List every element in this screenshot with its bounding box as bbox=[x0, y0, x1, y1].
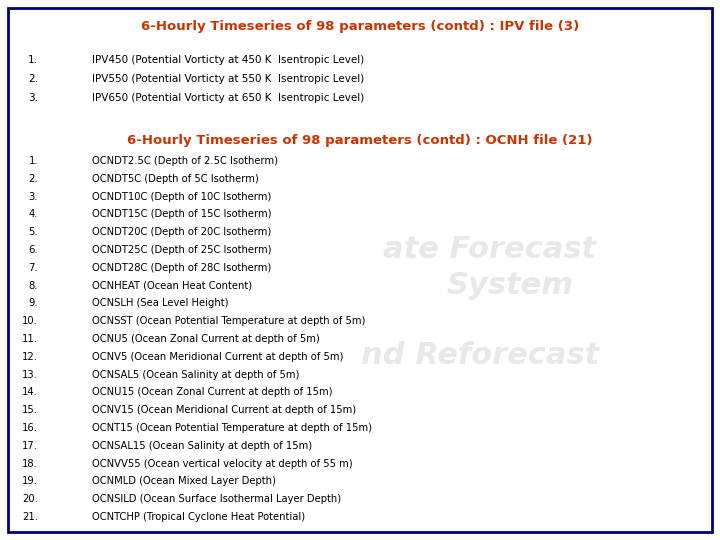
Text: 6-Hourly Timeseries of 98 parameters (contd) : OCNH file (21): 6-Hourly Timeseries of 98 parameters (co… bbox=[127, 134, 593, 147]
Text: OCNV15 (Ocean Meridional Current at depth of 15m): OCNV15 (Ocean Meridional Current at dept… bbox=[92, 405, 356, 415]
Text: OCNDT15C (Depth of 15C Isotherm): OCNDT15C (Depth of 15C Isotherm) bbox=[92, 210, 271, 219]
Text: ate Forecast: ate Forecast bbox=[384, 235, 597, 265]
Text: 14.: 14. bbox=[22, 387, 38, 397]
Text: 11.: 11. bbox=[22, 334, 38, 344]
Text: OCNDT5C (Depth of 5C Isotherm): OCNDT5C (Depth of 5C Isotherm) bbox=[92, 174, 258, 184]
Text: OCNTCHP (Tropical Cyclone Heat Potential): OCNTCHP (Tropical Cyclone Heat Potential… bbox=[92, 512, 305, 522]
Text: OCNDT20C (Depth of 20C Isotherm): OCNDT20C (Depth of 20C Isotherm) bbox=[92, 227, 271, 237]
Text: OCNDT2.5C (Depth of 2.5C Isotherm): OCNDT2.5C (Depth of 2.5C Isotherm) bbox=[92, 156, 278, 166]
Text: 16.: 16. bbox=[22, 423, 38, 433]
Text: 13.: 13. bbox=[22, 369, 38, 380]
Text: 10.: 10. bbox=[22, 316, 38, 326]
Text: IPV650 (Potential Vorticty at 650 K  Isentropic Level): IPV650 (Potential Vorticty at 650 K Isen… bbox=[92, 93, 364, 103]
Text: 15.: 15. bbox=[22, 405, 38, 415]
Text: 4.: 4. bbox=[29, 210, 38, 219]
Text: OCNV5 (Ocean Meridional Current at depth of 5m): OCNV5 (Ocean Meridional Current at depth… bbox=[92, 352, 343, 362]
Text: OCNU15 (Ocean Zonal Current at depth of 15m): OCNU15 (Ocean Zonal Current at depth of … bbox=[92, 387, 333, 397]
Text: IPV550 (Potential Vorticty at 550 K  Isentropic Level): IPV550 (Potential Vorticty at 550 K Isen… bbox=[92, 74, 364, 84]
Text: OCNT15 (Ocean Potential Temperature at depth of 15m): OCNT15 (Ocean Potential Temperature at d… bbox=[92, 423, 372, 433]
Text: OCNU5 (Ocean Zonal Current at depth of 5m): OCNU5 (Ocean Zonal Current at depth of 5… bbox=[92, 334, 320, 344]
Text: 2.: 2. bbox=[28, 174, 38, 184]
Text: nd Reforecast: nd Reforecast bbox=[361, 341, 599, 369]
Text: OCNHEAT (Ocean Heat Content): OCNHEAT (Ocean Heat Content) bbox=[92, 281, 252, 291]
Text: OCNDT28C (Depth of 28C Isotherm): OCNDT28C (Depth of 28C Isotherm) bbox=[92, 263, 271, 273]
Text: OCNSILD (Ocean Surface Isothermal Layer Depth): OCNSILD (Ocean Surface Isothermal Layer … bbox=[92, 494, 341, 504]
Text: OCNSAL15 (Ocean Salinity at depth of 15m): OCNSAL15 (Ocean Salinity at depth of 15m… bbox=[92, 441, 312, 451]
Text: 6.: 6. bbox=[28, 245, 38, 255]
Text: 1.: 1. bbox=[28, 55, 38, 65]
Text: 21.: 21. bbox=[22, 512, 38, 522]
Text: 3.: 3. bbox=[28, 93, 38, 103]
Text: 18.: 18. bbox=[22, 458, 38, 469]
Text: 8.: 8. bbox=[29, 281, 38, 291]
Text: 20.: 20. bbox=[22, 494, 38, 504]
Text: IPV450 (Potential Vorticty at 450 K  Isentropic Level): IPV450 (Potential Vorticty at 450 K Isen… bbox=[92, 55, 364, 65]
Text: 6-Hourly Timeseries of 98 parameters (contd) : IPV file (3): 6-Hourly Timeseries of 98 parameters (co… bbox=[141, 20, 579, 33]
Text: System: System bbox=[446, 271, 574, 300]
Text: 7.: 7. bbox=[28, 263, 38, 273]
Text: 19.: 19. bbox=[22, 476, 38, 487]
Text: 12.: 12. bbox=[22, 352, 38, 362]
Text: OCNSST (Ocean Potential Temperature at depth of 5m): OCNSST (Ocean Potential Temperature at d… bbox=[92, 316, 365, 326]
Text: 9.: 9. bbox=[28, 299, 38, 308]
Text: OCNDT25C (Depth of 25C Isotherm): OCNDT25C (Depth of 25C Isotherm) bbox=[92, 245, 271, 255]
Text: 3.: 3. bbox=[29, 192, 38, 201]
Text: OCNSAL5 (Ocean Salinity at depth of 5m): OCNSAL5 (Ocean Salinity at depth of 5m) bbox=[92, 369, 300, 380]
Text: 5.: 5. bbox=[28, 227, 38, 237]
Text: 17.: 17. bbox=[22, 441, 38, 451]
Text: 2.: 2. bbox=[28, 74, 38, 84]
Text: OCNSLH (Sea Level Height): OCNSLH (Sea Level Height) bbox=[92, 299, 228, 308]
Text: OCNVV55 (Ocean vertical velocity at depth of 55 m): OCNVV55 (Ocean vertical velocity at dept… bbox=[92, 458, 353, 469]
Text: OCNMLD (Ocean Mixed Layer Depth): OCNMLD (Ocean Mixed Layer Depth) bbox=[92, 476, 276, 487]
Text: 1.: 1. bbox=[28, 156, 38, 166]
Text: OCNDT10C (Depth of 10C Isotherm): OCNDT10C (Depth of 10C Isotherm) bbox=[92, 192, 271, 201]
